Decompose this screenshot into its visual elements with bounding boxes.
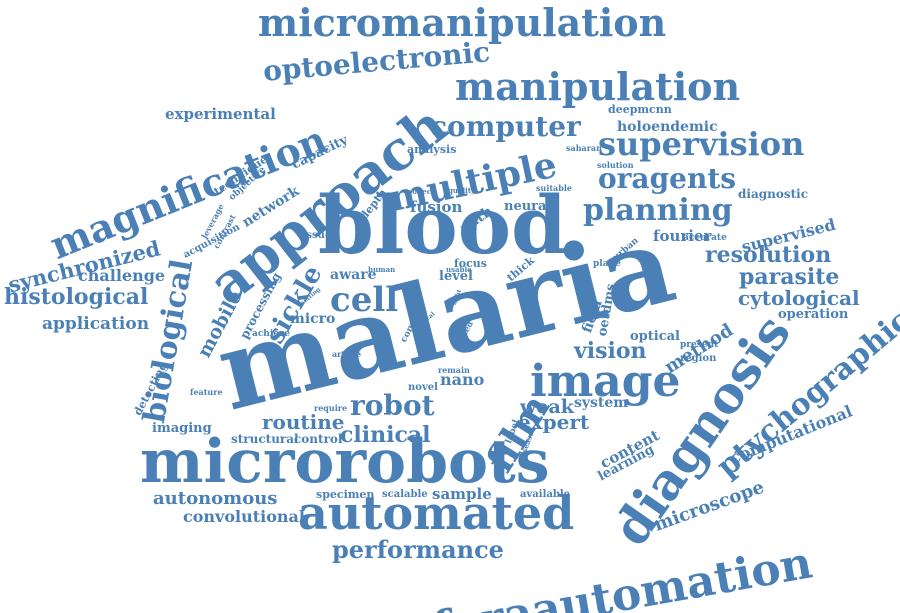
cloud-word: usable [446,265,472,274]
cloud-word: sample [432,485,492,503]
cloud-word: fusion [410,198,463,216]
cloud-word: image [530,356,681,407]
cloud-word: weak [520,396,574,418]
cloud-word: feature [190,387,223,397]
cloud-word: level [439,269,473,284]
cloud-word: planning [583,193,733,228]
cloud-word: autonomous [153,488,278,509]
cloud-word: imaging [152,421,212,436]
cloud-word: oragents [598,162,737,195]
cloud-word: performance [332,535,504,564]
cloud-word: specimen [316,488,375,501]
cloud-word: cost [480,301,494,308]
cloud-word: neural [504,199,552,214]
cloud-word: manipulation [455,64,741,109]
cloud-word: computer [430,110,581,143]
cloud-word: robot [350,389,435,422]
cloud-word: solution [597,160,634,170]
cloud-word: region [680,353,717,364]
cloud-word: novel [408,382,438,393]
cloud-word: holoendemic [617,119,718,135]
cloud-word: blood [318,178,567,272]
cloud-word: present [680,340,719,350]
cloud-word: optical [630,329,680,344]
cloud-word: application [42,314,150,334]
cloud-word: fourier [653,227,712,245]
cloud-word: expert [518,410,590,434]
cloud-word: suitable [536,183,572,193]
cloud-word: remain [438,365,470,375]
cloud-word: supervision [598,125,805,163]
cloud-word: challenge [78,266,166,285]
cloud-word: parasite [739,264,840,290]
cloud-word: routine [262,410,345,434]
cloud-word: automated [298,486,575,540]
cloud-word: require [314,403,348,413]
cloud-word: deepmcnn [608,103,672,116]
cloud-word: micro [290,311,336,327]
cloud-word: aware [330,267,377,283]
cloud-word: quality [448,186,476,195]
cloud-word: collect [408,187,435,196]
cloud-word: control [294,432,343,446]
cloud-word: saharan [566,143,602,153]
cloud-word: cytological [738,286,860,310]
cloud-word: diagnostic [738,187,809,201]
cloud-word: experimental [165,105,276,123]
cloud-word: scalable [382,489,428,500]
cloud-word: cell [330,280,399,320]
cloud-word: resolution [705,242,832,268]
cloud-word: analysis [407,143,457,156]
cloud-word: nano [440,370,485,389]
cloud-word: micromanipulation [258,0,667,45]
cloud-word: accurate [683,233,727,243]
cloud-word: article [332,349,362,359]
cloud-word: human [368,265,396,274]
cloud-word: tissue [298,230,332,241]
cloud-word: focus [454,257,487,270]
cloud-word: histological [4,284,149,310]
cloud-word: vision [574,338,647,364]
cloud-word: data [482,312,497,319]
cloud-word: clinical [340,422,431,448]
cloud-word: structural [231,432,299,446]
cloud-word: plane [593,259,621,269]
cloud-word: convolutional [183,507,305,526]
cloud-word: microrobots [140,427,550,497]
cloud-word: available [520,489,570,500]
cloud-word: system [574,395,629,411]
cloud-word: achieve [252,329,290,339]
cloud-word: operation [778,307,849,322]
